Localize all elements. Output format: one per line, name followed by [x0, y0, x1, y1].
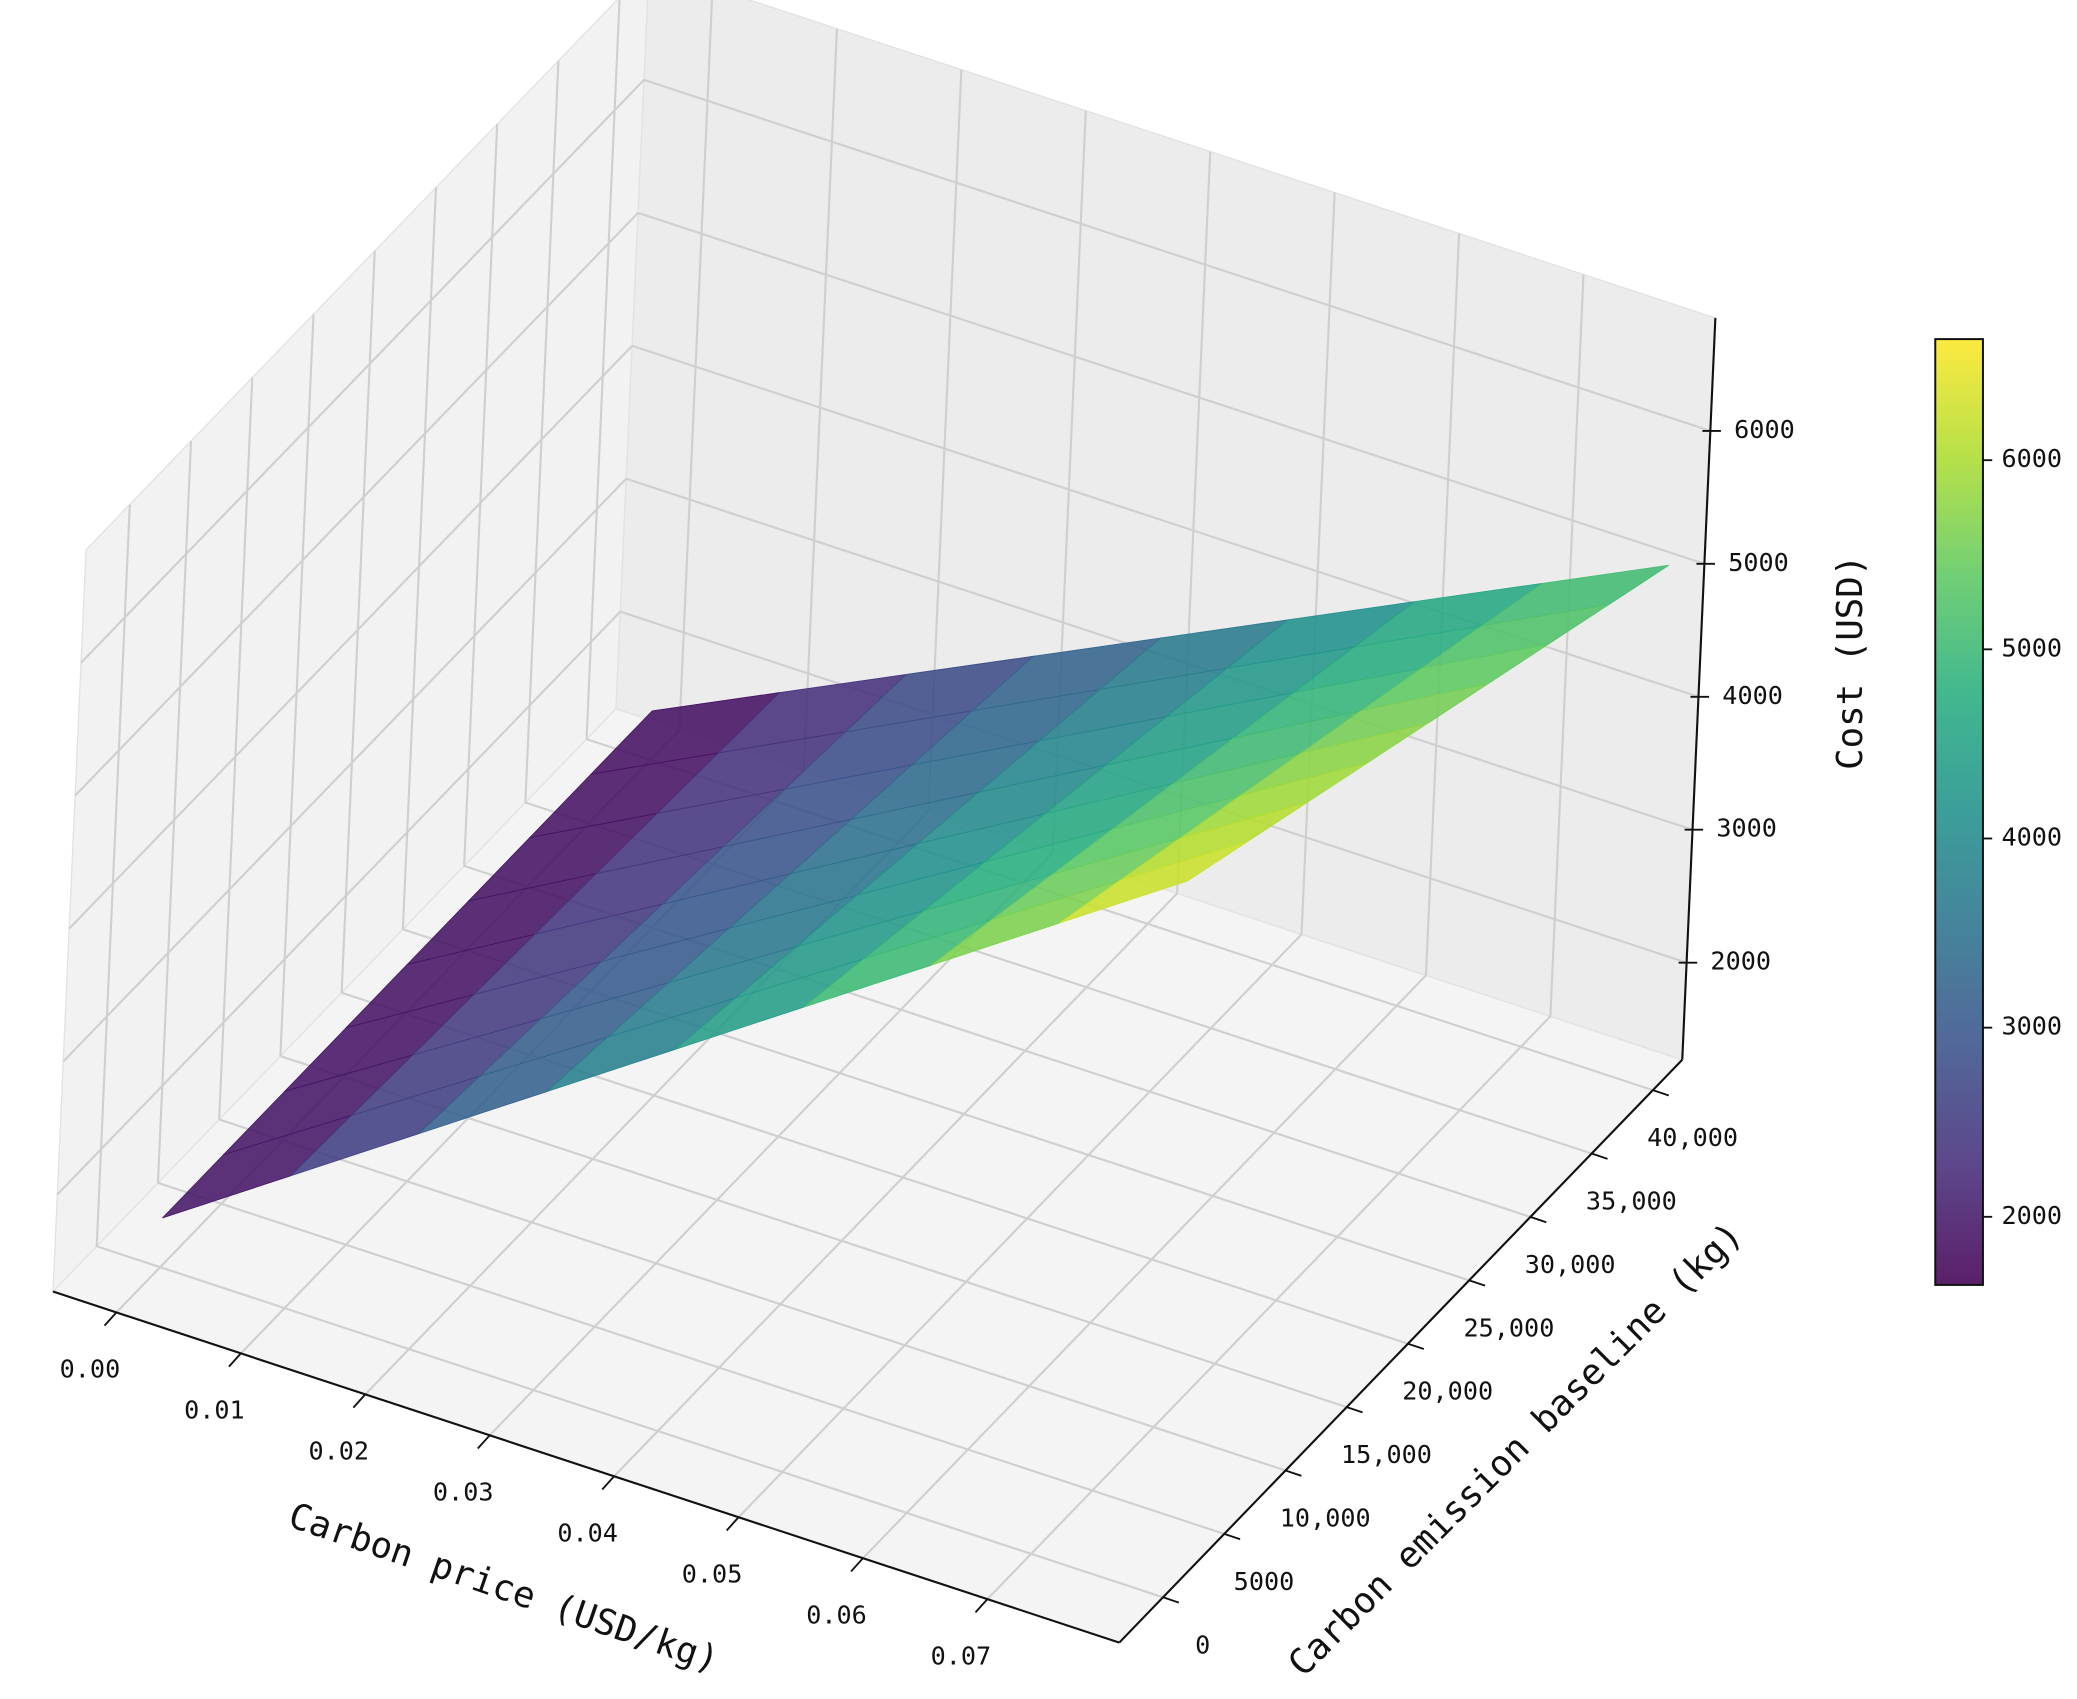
y-tick-label: 30,000	[1525, 1250, 1616, 1279]
grid-line	[95, 504, 131, 1247]
x-tick	[477, 1434, 491, 1450]
colorbar-tick-label: 4000	[2001, 822, 2062, 851]
grid-line	[218, 1118, 1286, 1472]
colorbar-tick-label: 5000	[2001, 633, 2062, 662]
axes: 0.00 0.01 0.02 0.03 0.04 0.05 0.06 0.07 0 5000 10,…	[52, 317, 1795, 1670]
grid-line	[68, 345, 633, 930]
y-tick	[1162, 1596, 1180, 1604]
grid-line	[340, 250, 376, 993]
z-tick-label: 4000	[1722, 681, 1783, 710]
y-tick	[1530, 1216, 1547, 1224]
grid-line	[96, 1245, 1164, 1599]
grid-line	[643, 78, 1711, 432]
grid-line	[401, 187, 438, 930]
left-pane	[52, 0, 649, 1294]
y-tick-label: 40,000	[1647, 1123, 1738, 1152]
x-tick	[103, 1311, 118, 1327]
x-tick	[850, 1557, 864, 1573]
y-tick	[1652, 1089, 1670, 1097]
grid-line	[1300, 192, 1336, 935]
surface	[162, 564, 1669, 1219]
y-tick-label: 5000	[1234, 1567, 1295, 1596]
y-tick-label: 0	[1195, 1630, 1210, 1659]
x-tick-label: 0.04	[557, 1519, 618, 1548]
grid-line	[737, 933, 1303, 1518]
grid-line	[157, 1181, 1225, 1535]
y-tick-label: 15,000	[1341, 1440, 1432, 1469]
x-tick	[974, 1598, 989, 1614]
x-tick	[601, 1475, 615, 1491]
z-tick-label: 6000	[1734, 415, 1795, 444]
grid-line	[218, 377, 254, 1120]
x-tick	[352, 1393, 366, 1409]
x-tick-label: 0.07	[931, 1641, 992, 1670]
grid-line	[56, 610, 622, 1196]
grid-line	[1549, 274, 1585, 1017]
x-axis-title: Carbon price (USD/kg)	[283, 1495, 724, 1681]
x-tick-label: 0.03	[433, 1478, 494, 1507]
y-tick-label: 20,000	[1402, 1377, 1493, 1406]
grid-line	[986, 1015, 1552, 1600]
grid-line	[74, 212, 639, 797]
grid-line	[637, 211, 1705, 565]
grid-line	[62, 477, 627, 1063]
z-axis-title: Cost (USD)	[1830, 555, 1871, 770]
grid-line	[678, 0, 714, 730]
colorbar-tick-label: 3000	[2001, 1012, 2062, 1041]
grid-line	[802, 28, 839, 771]
y-tick	[1285, 1469, 1302, 1477]
y-tick	[1468, 1279, 1486, 1287]
x-tick-label: 0.01	[184, 1396, 245, 1425]
y-tick	[1407, 1342, 1425, 1350]
x-tick	[725, 1516, 740, 1532]
y-tick	[1223, 1533, 1241, 1541]
z-axis-line	[1681, 317, 1717, 1060]
grid-line	[862, 974, 1427, 1559]
z-tick-label: 5000	[1728, 548, 1789, 577]
grid-line	[463, 124, 499, 866]
y-tick-label: 35,000	[1586, 1187, 1677, 1216]
grid-line	[279, 314, 315, 1057]
x-tick-label: 0.00	[60, 1355, 121, 1384]
grid-line	[585, 0, 621, 740]
x-axis-line	[52, 1290, 1120, 1644]
grid-line	[524, 60, 560, 803]
y-tick	[1591, 1152, 1608, 1160]
y-tick-label: 25,000	[1463, 1313, 1554, 1342]
y-tick	[1346, 1406, 1363, 1414]
surface-cell	[1059, 841, 1248, 924]
colorbar-tick-label: 2000	[2001, 1201, 2062, 1230]
x-tick	[228, 1352, 242, 1368]
x-tick-label: 0.05	[682, 1560, 743, 1589]
colorbar-tick-label: 6000	[2001, 444, 2062, 473]
colorbar-gradient	[1934, 338, 1984, 1286]
grid-line	[156, 441, 193, 1183]
x-tick-label: 0.06	[806, 1600, 867, 1629]
grid-line	[613, 892, 1178, 1478]
x-tick-label: 0.02	[309, 1437, 370, 1466]
z-tick-label: 2000	[1710, 947, 1771, 976]
y-axis-line	[1118, 1058, 1684, 1644]
y-tick-label: 10,000	[1280, 1504, 1371, 1533]
grid-line	[80, 79, 645, 664]
colorbar: 2000 3000 4000 5000 6000	[1934, 338, 2062, 1286]
z-tick-label: 3000	[1716, 814, 1777, 843]
